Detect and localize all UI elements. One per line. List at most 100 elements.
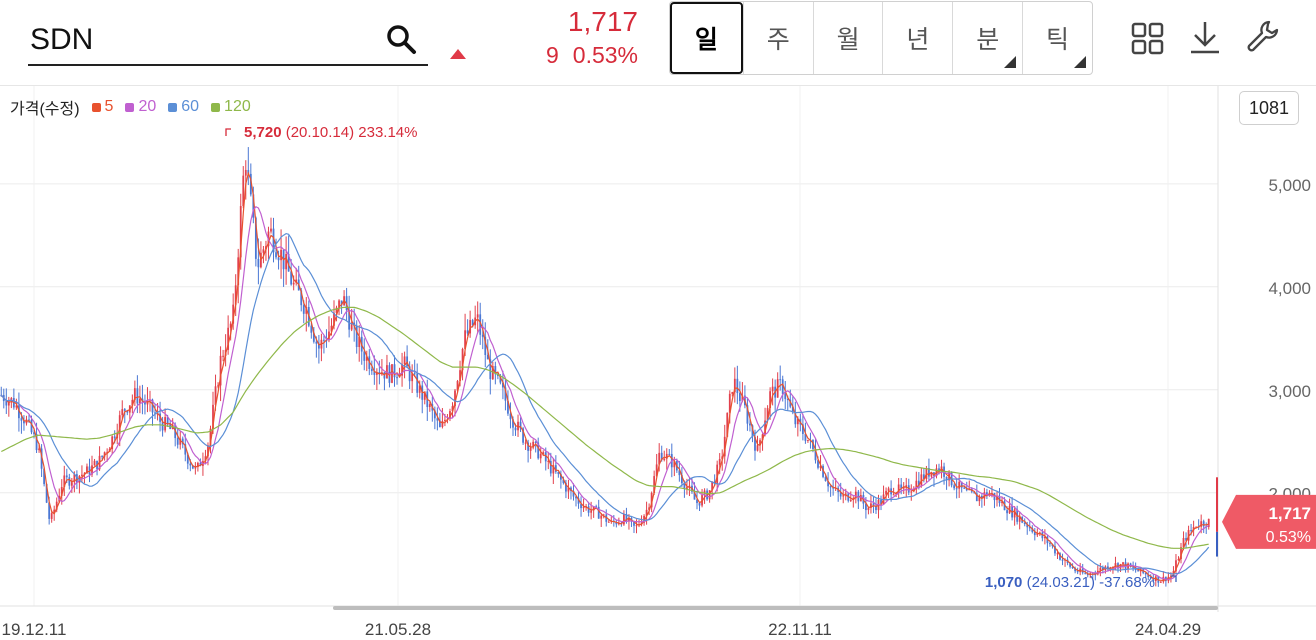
zoom-count-badge[interactable]: 1081 (1239, 91, 1299, 125)
low-marker-arrow (1171, 575, 1177, 582)
change-amount: 9 (545, 42, 559, 68)
candle-body (887, 488, 890, 491)
candle-body (176, 438, 179, 445)
candle-body (20, 418, 23, 421)
candle-body (272, 228, 275, 253)
search-input[interactable] (30, 20, 370, 60)
y-tick-label: 4,000 (1268, 279, 1311, 298)
candle-body (900, 484, 903, 489)
candle-body (779, 379, 782, 381)
period-minute-button[interactable]: 분 (952, 2, 1022, 74)
candle-body (665, 453, 668, 459)
period-year-button[interactable]: 년 (882, 2, 952, 74)
search-bar[interactable] (28, 18, 428, 66)
candle-body (595, 506, 598, 508)
candle-body (1177, 558, 1180, 561)
period-week-button[interactable]: 주 (742, 2, 813, 74)
download-icon[interactable] (1187, 18, 1223, 58)
candle-body (892, 494, 895, 496)
candle-body (396, 377, 398, 379)
candle-body (817, 460, 819, 468)
candle-body (723, 436, 726, 457)
candle-body (1202, 521, 1205, 527)
legend-dot-ma120 (211, 102, 221, 112)
candle-body (867, 507, 870, 511)
candle-body (796, 418, 799, 425)
candle-body (537, 442, 540, 459)
candle-body (166, 417, 169, 425)
candle-body (438, 420, 441, 427)
wrench-icon[interactable] (1245, 18, 1281, 58)
candle-body (418, 385, 421, 393)
candle-body (1031, 527, 1034, 532)
candle-body (1018, 516, 1021, 522)
candle-body (53, 509, 56, 514)
candle-body (673, 461, 676, 468)
candle-body (718, 459, 721, 465)
candle-body (978, 495, 981, 502)
candle-body (504, 387, 507, 401)
candle-body (133, 388, 136, 400)
candle-body (285, 254, 288, 270)
candle-body (749, 423, 751, 426)
candle-body (655, 464, 658, 477)
candle-body (15, 405, 18, 408)
candle-body (577, 498, 580, 504)
candle-body (244, 169, 247, 176)
candle-body (839, 492, 842, 497)
candle-body (317, 343, 320, 349)
candle-body (1207, 518, 1210, 528)
period-tick-button[interactable]: 틱 (1022, 2, 1092, 74)
candle-body (204, 456, 207, 462)
candle-body (101, 455, 103, 457)
candle-body (302, 305, 305, 314)
candle-body (23, 420, 25, 424)
grid-icon[interactable] (1130, 18, 1166, 58)
last-price-pct: 0.53% (1266, 529, 1311, 546)
candle-body (270, 228, 272, 232)
legend-label-ma20: 20 (138, 98, 157, 115)
candle-body (565, 482, 567, 492)
candle-body (126, 410, 129, 413)
legend-item-ma120: 120 (211, 98, 251, 116)
candle-body (509, 413, 512, 420)
candle-body (975, 493, 978, 502)
period-month-button[interactable]: 월 (812, 2, 883, 74)
candle-body (930, 472, 933, 477)
candle-body (794, 412, 797, 425)
candle-body (731, 392, 734, 394)
candle-body (50, 513, 53, 519)
period-label: 주 (766, 26, 790, 54)
candle-body (789, 399, 792, 407)
candle-body (733, 378, 736, 393)
candle-body (469, 320, 472, 334)
candle-body (575, 496, 577, 499)
candle-body (761, 434, 764, 441)
candle-body (547, 460, 550, 462)
candle-body (514, 427, 517, 431)
change-percent: 0.53% (572, 42, 638, 68)
candle-body (587, 506, 590, 513)
candle-body (880, 499, 882, 504)
horizontal-scrollbar[interactable] (333, 606, 1218, 610)
ma120-line (1, 306, 1209, 549)
search-icon[interactable] (384, 22, 418, 56)
candle-body (1056, 553, 1059, 555)
candle-body (928, 468, 930, 477)
candle-body (668, 453, 671, 455)
candle-body (75, 474, 78, 483)
period-day-button[interactable]: 일 (670, 2, 743, 74)
candle-body (819, 465, 822, 468)
candle-body (801, 424, 804, 434)
candle-body (786, 398, 789, 400)
candle-body (476, 314, 479, 318)
x-tick-label: 19.12.11 (2, 620, 67, 639)
candle-body (660, 452, 663, 461)
candle-body (365, 356, 368, 361)
candle-body (312, 332, 315, 342)
period-label: 틱 (1046, 26, 1070, 54)
x-tick-label: 21.05.28 (365, 620, 431, 639)
candle-body (829, 486, 832, 488)
candle-body (373, 371, 376, 375)
